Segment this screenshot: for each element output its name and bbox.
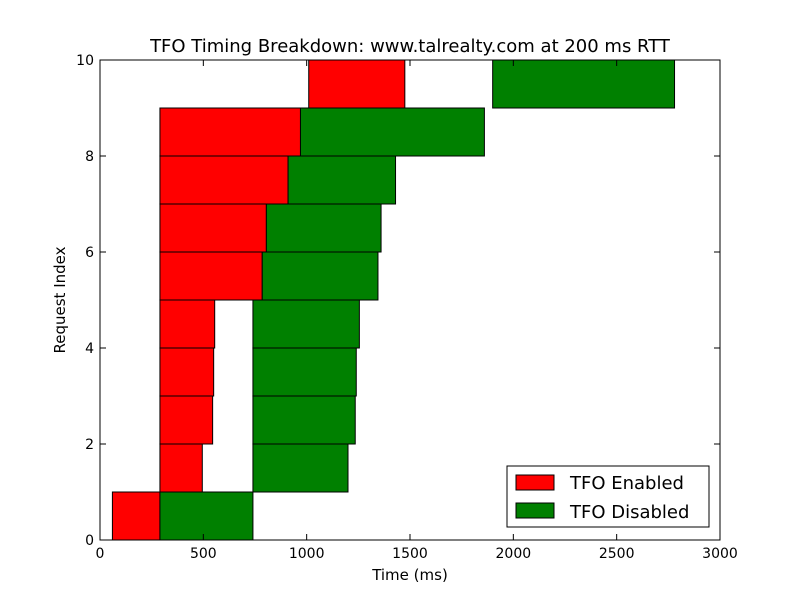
bar-enabled-9 [308,59,406,109]
bar-enabled-2 [159,395,214,445]
bar-enabled-4 [159,299,216,349]
y-tick-label: 0 [85,533,94,549]
x-tick-label: 1000 [289,546,325,562]
y-tick-label: 10 [76,53,94,69]
x-tick-label: 1500 [392,546,428,562]
x-tick-label: 2500 [599,546,635,562]
legend-swatch-disabled [515,502,555,519]
legend-swatch-enabled [515,474,555,491]
bar-disabled-8 [299,107,485,157]
bar-enabled-6 [159,203,267,253]
legend-label-disabled: TFO Disabled [569,502,689,523]
x-tick-label: 3000 [702,546,738,562]
x-tick-label: 500 [190,546,217,562]
bar-disabled-5 [261,251,379,301]
bar-enabled-0 [111,491,161,541]
x-tick-label: 2000 [496,546,532,562]
y-axis-label: Request Index [51,246,69,353]
y-tick-label: 8 [85,149,94,165]
legend: TFO Enabled TFO Disabled [506,465,710,528]
x-axis-label: Time (ms) [371,566,448,584]
bar-disabled-9 [492,59,676,109]
bar-enabled-3 [159,347,215,397]
ticks-layer: 0 500 1000 1500 2000 2500 3000 0 2 4 6 8 10 [76,53,738,562]
legend-label-enabled: TFO Enabled [569,473,684,494]
bar-disabled-4 [252,299,360,349]
bar-disabled-3 [252,347,357,397]
bar-enabled-7 [159,155,289,205]
bar-enabled-8 [159,107,301,157]
bar-disabled-1 [252,443,349,493]
bar-enabled-5 [159,251,263,301]
bar-disabled-2 [252,395,356,445]
y-tick-label: 2 [85,437,94,453]
y-tick-label: 4 [85,341,94,357]
chart-title: TFO Timing Breakdown: www.talrealty.com … [149,36,671,57]
x-tick-label: 0 [96,546,105,562]
y-tick-label: 6 [85,245,94,261]
bars-layer [111,59,676,541]
bar-disabled-7 [287,155,397,205]
bar-disabled-0 [159,491,254,541]
bar-enabled-1 [159,443,203,493]
bar-disabled-6 [265,203,382,253]
